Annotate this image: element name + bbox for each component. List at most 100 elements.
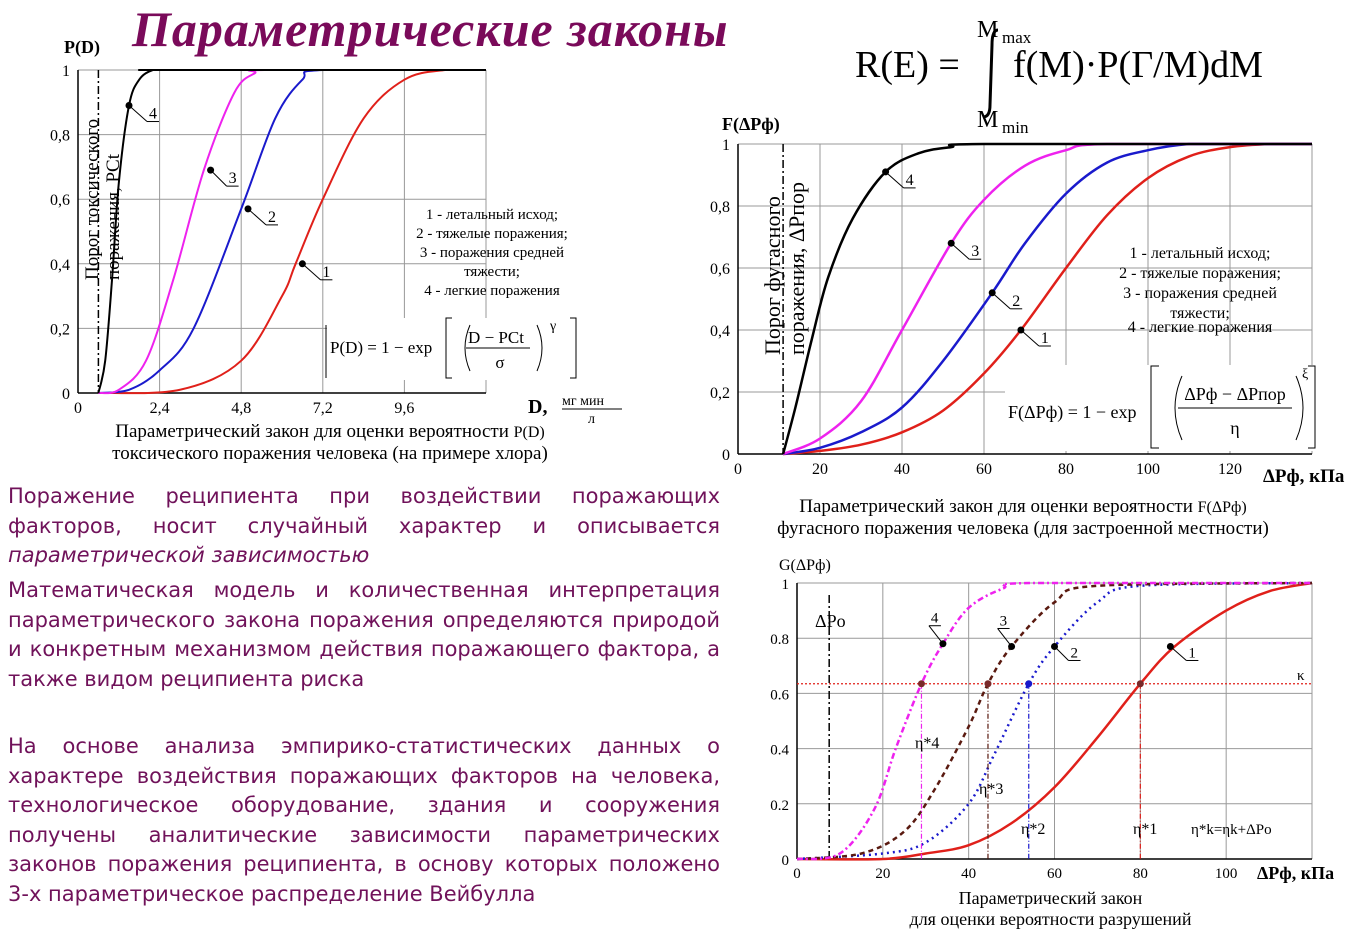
eta-label-3: η*3 <box>979 781 1003 798</box>
curve-4 <box>97 69 486 394</box>
y-tick-label: 0.4 <box>770 743 789 759</box>
x-tick-label: 2,4 <box>150 400 170 417</box>
curve-1 <box>796 581 1313 861</box>
y-tick-label: 0,4 <box>50 257 70 274</box>
chart1-caption-sym: P(D) <box>513 424 545 441</box>
paragraph-1-text: Поражение реципиента при воздействии пор… <box>8 484 720 538</box>
chart1-legend: 1 - летальный исход; 2 - тяжелые поражен… <box>416 207 568 299</box>
y-tick-label: 0,6 <box>710 261 730 278</box>
y-tick-label: 0,2 <box>710 385 730 402</box>
x-tick-label: 60 <box>1047 866 1062 882</box>
y-tick-label: 1 <box>62 63 70 80</box>
x-tick-label: 100 <box>1215 866 1238 882</box>
y-tick-label: 0,8 <box>710 199 730 216</box>
chart1-formula-exp: γ <box>549 319 556 334</box>
chart1-xlabel: D, <box>528 396 547 418</box>
chart3-xlabel: ΔPф, кПа <box>1257 863 1334 883</box>
curve-2-label: 2 <box>1071 645 1079 661</box>
legend2-line-1: 1 - летальный исход; <box>1130 245 1271 262</box>
legend-line-2: 2 - тяжелые поражения; <box>416 226 568 242</box>
legend2-line-4: тяжести; <box>1170 305 1230 322</box>
y-tick-label: 0,6 <box>50 192 70 209</box>
chart1-caption-line2: токсического поражения человека (на прим… <box>112 443 548 464</box>
curve-3-leader <box>997 628 1012 647</box>
y-tick-label: 0,8 <box>50 128 70 145</box>
eta-marker <box>984 680 992 688</box>
x-tick-label: 0 <box>793 866 801 882</box>
chart3-caption: Параметрический закон для оценки вероятн… <box>755 888 1346 930</box>
chart-blast: 0 0,2 0,4 0,6 0,8 1 0 20 40 60 80 100 120 1 2 3 4 F(ΔPф)… <box>710 114 1345 487</box>
chart1-threshold-label-2: поражения, PCt <box>103 153 124 280</box>
curve-4-label: 4 <box>906 172 914 189</box>
paragraph-3: На основе анализа эмпирико-статистически… <box>8 734 720 906</box>
y-tick-label: 1 <box>782 577 790 593</box>
chart1-xunit-num: мг мин <box>562 394 604 409</box>
legend2-line-3: 3 - поражения средней <box>1123 285 1277 302</box>
curve-1-leader <box>302 263 321 281</box>
formula-lhs: R(E) = <box>855 44 960 86</box>
x-tick-label: 20 <box>875 866 890 882</box>
eta-marker <box>1025 680 1033 688</box>
upper-limit-sub: max <box>1002 28 1032 47</box>
x-tick-label: 20 <box>812 461 828 478</box>
chart3-formula: η*k=ηk+ΔPo <box>1191 822 1272 838</box>
lower-limit: M <box>977 107 998 133</box>
legend-line-1: 1 - летальный исход; <box>426 207 558 223</box>
y-tick-label: 0.2 <box>770 798 789 814</box>
chart2-caption-line2: фугасного поражения человека (для застро… <box>777 518 1269 539</box>
curve-3-label: 3 <box>971 243 979 260</box>
chart1-formula-den: σ <box>495 353 504 372</box>
x-tick-label: 4,8 <box>231 400 251 417</box>
legend-line-5: 4 - легкие поражения <box>424 283 560 299</box>
eta-label-2: η*2 <box>1021 821 1045 838</box>
curve-2-label: 2 <box>1012 293 1020 310</box>
chart2-threshold-label-2: поражения, ΔPпор <box>784 182 809 355</box>
integral-sign <box>982 28 999 119</box>
x-tick-label: 0 <box>734 461 742 478</box>
chart2-formula-den: η <box>1230 418 1239 438</box>
chart2-formula-exp: ξ <box>1302 367 1308 382</box>
curve-3 <box>796 581 1313 861</box>
curve-1-label: 1 <box>1188 645 1196 661</box>
curve-3-label: 3 <box>1000 613 1008 629</box>
eta-label-4: η*4 <box>915 735 939 752</box>
chart2-formula-lhs: F(ΔPф) = 1 − exp <box>1008 402 1137 423</box>
curve-4-leader <box>128 105 148 122</box>
page-title: Параметрические законы <box>132 1 729 57</box>
curve-4-label: 4 <box>931 611 939 627</box>
paragraph-2: Математическая модель и количественная и… <box>8 578 720 691</box>
y-tick-label: 0,2 <box>50 321 70 338</box>
x-tick-label: 100 <box>1136 461 1160 478</box>
integral-formula: M max R(E) = f(M)·P(Г/M)dM M min <box>845 5 1335 137</box>
lower-limit-sub: min <box>1002 118 1029 135</box>
chart2-formula: F(ΔPф) = 1 − exp ΔPф − ΔPпор η ξ <box>1005 365 1320 451</box>
x-tick-label: 60 <box>976 461 992 478</box>
curve-1 <box>782 142 1312 456</box>
chart2-legend: 1 - летальный исход; 2 - тяжелые поражен… <box>1119 245 1281 336</box>
x-tick-label: 80 <box>1058 461 1074 478</box>
curve-1-label: 1 <box>322 264 330 281</box>
y-tick-label: 0.8 <box>770 632 789 648</box>
x-tick-label: 9,6 <box>394 400 414 417</box>
chart2-formula-num: ΔPф − ΔPпор <box>1184 384 1286 404</box>
chart1-threshold-label-1: Порог токсического <box>82 119 103 280</box>
eta-label-1: η*1 <box>1133 821 1157 838</box>
legend2-line-5: 4 - легкие поражения <box>1128 319 1273 336</box>
chart3-ylabel: G(ΔPф) <box>779 557 831 574</box>
chart2-xlabel: ΔPф, кПа <box>1263 466 1345 487</box>
chart1-ylabel: P(D) <box>64 37 100 58</box>
curve-2-leader <box>247 208 267 226</box>
legend2-line-2: 2 - тяжелые поражения; <box>1119 265 1281 282</box>
eta-marker <box>1136 680 1144 688</box>
paragraph-1-italic: параметрической зависимостью <box>8 543 370 567</box>
paragraph-1: Поражение реципиента при воздействии пор… <box>8 482 720 571</box>
y-tick-label: 0 <box>722 447 730 464</box>
eta-marker <box>917 680 925 688</box>
chart-destruction: 0 0.2 0.4 0.6 0.8 1 0 20 40 60 80 100 1 2 3 4 G(ΔPф) ΔP… <box>770 557 1334 883</box>
x-tick-label: 40 <box>961 866 976 882</box>
chart3-caption-line2: для оценки вероятности разрушений <box>909 909 1192 929</box>
x-tick-label: 40 <box>894 461 910 478</box>
curve-4-leader <box>928 625 944 645</box>
curve-3-label: 3 <box>229 170 237 187</box>
